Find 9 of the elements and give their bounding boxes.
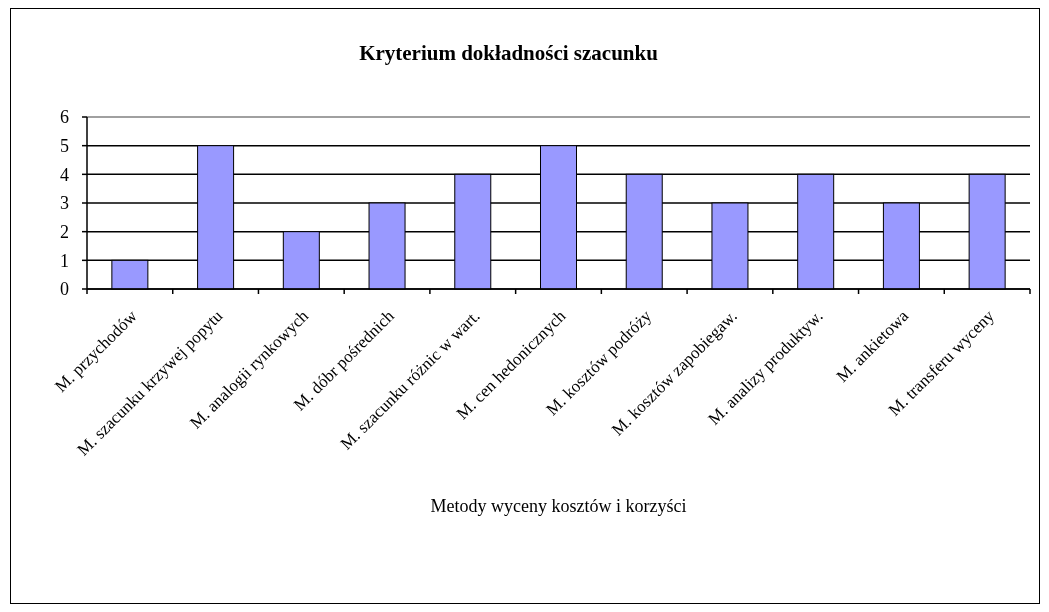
y-tick-label: 6 — [60, 107, 69, 128]
y-tick-label: 5 — [60, 135, 69, 156]
y-tick-label: 0 — [60, 279, 69, 300]
y-tick-label: 3 — [60, 193, 69, 214]
y-tick-label: 1 — [60, 250, 69, 271]
x-axis-title: Metody wyceny kosztów i korzyści — [430, 496, 687, 516]
y-tick-label: 4 — [60, 164, 69, 185]
chart-title: Kryterium dokładności szacunku — [359, 41, 659, 65]
y-tick-label: 2 — [60, 221, 69, 242]
